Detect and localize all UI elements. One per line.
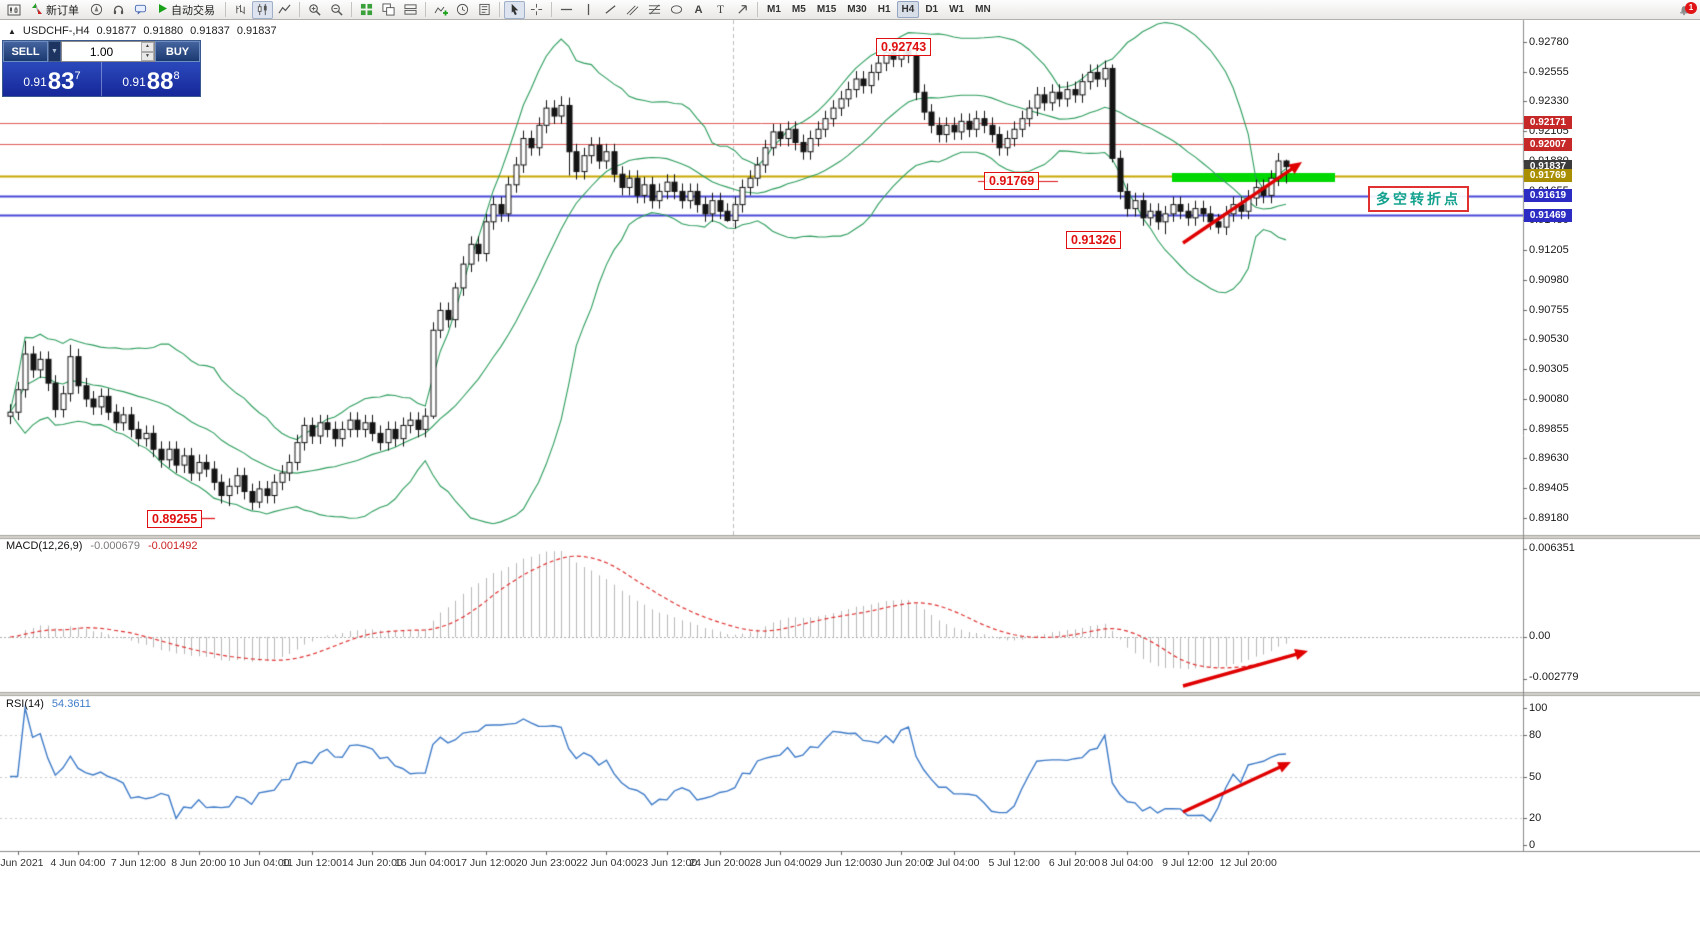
timeframe-button-m5[interactable]: M5 xyxy=(787,1,811,18)
new-order-button[interactable]: 新订单 xyxy=(25,1,85,19)
notifications-button[interactable]: 1 xyxy=(1671,1,1697,19)
rsi-name: RSI(14) xyxy=(6,698,44,710)
channel-tool-button[interactable] xyxy=(622,1,643,19)
toolbar-separator xyxy=(299,2,300,17)
timeframe-button-group: M1 M5 M15 M30 H1 H4 D1 W1 MN xyxy=(762,1,996,18)
cascade-windows-button[interactable] xyxy=(378,1,399,19)
autotrading-button[interactable]: 自动交易 xyxy=(152,1,221,19)
symbol-marker-icon: ▲ xyxy=(8,26,16,36)
new-order-label: 新订单 xyxy=(46,4,79,17)
rsi-value: 54.3611 xyxy=(51,698,91,710)
timeframe-button-h1[interactable]: H1 xyxy=(873,1,896,18)
order-options-caret[interactable]: ▼ xyxy=(48,41,61,62)
volume-stepper: ▲ ▼ xyxy=(61,41,155,62)
fibonacci-tool-button[interactable] xyxy=(644,1,665,19)
buy-price[interactable]: 0.91 88 8 xyxy=(122,68,180,95)
indicators-button[interactable] xyxy=(430,1,451,19)
label-tool-button[interactable]: T xyxy=(710,1,731,19)
sell-button[interactable]: SELL xyxy=(3,41,48,62)
panel-separator[interactable] xyxy=(0,532,1700,540)
bar-chart-type-button[interactable] xyxy=(230,1,251,19)
toolbar-separator xyxy=(551,2,552,17)
arrange-windows-button[interactable] xyxy=(400,1,421,19)
line-chart-type-button[interactable] xyxy=(274,1,295,19)
chat-icon-button[interactable] xyxy=(130,1,151,19)
new-order-icon xyxy=(31,2,43,18)
zoom-out-button[interactable] xyxy=(326,1,347,19)
timeframe-button-m30[interactable]: M30 xyxy=(842,1,871,18)
buy-button[interactable]: BUY xyxy=(155,41,200,62)
templates-button[interactable] xyxy=(474,1,495,19)
timeframe-button-m1[interactable]: M1 xyxy=(762,1,786,18)
macd-signal-value: -0.001492 xyxy=(147,540,198,552)
volume-input[interactable] xyxy=(62,42,141,61)
notification-badge: 1 xyxy=(1685,1,1697,14)
gold-level-annotation[interactable]: 0.91769 xyxy=(984,172,1040,190)
timeframe-button-mn[interactable]: MN xyxy=(970,1,996,18)
timeframe-button-h4[interactable]: H4 xyxy=(896,1,920,18)
macd-name: MACD(12,26,9) xyxy=(6,540,83,552)
horizontal-line-tool-button[interactable] xyxy=(556,1,577,19)
text-tool-button[interactable]: A xyxy=(688,1,709,19)
rsi-indicator-label: RSI(14) 54.3611 xyxy=(6,698,91,710)
new-chart-button[interactable] xyxy=(3,1,24,19)
compass-icon-button[interactable] xyxy=(86,1,107,19)
toolbar-separator xyxy=(351,2,352,17)
svg-text:T: T xyxy=(717,4,724,16)
zoom-in-button[interactable] xyxy=(304,1,325,19)
timeframe-button-w1[interactable]: W1 xyxy=(944,1,969,18)
ohlc-high: 0.91880 xyxy=(143,25,184,37)
periods-button[interactable] xyxy=(452,1,473,19)
volume-spin-buttons: ▲ ▼ xyxy=(141,42,154,61)
ohlc-close: 0.91837 xyxy=(236,25,277,37)
ohlc-open: 0.91877 xyxy=(96,25,137,37)
toolbar-separator xyxy=(499,2,500,17)
crosshair-tool-button[interactable] xyxy=(526,1,547,19)
timeframe-button-d1[interactable]: D1 xyxy=(920,1,943,18)
cursor-tool-button[interactable] xyxy=(504,0,525,19)
panel-separator[interactable] xyxy=(0,689,1700,697)
shapes-tool-button[interactable] xyxy=(666,1,687,19)
symbol-ohlc-line: ▲ USDCHF-,H4 0.91877 0.91880 0.91837 0.9… xyxy=(8,25,277,37)
vertical-line-tool-button[interactable] xyxy=(578,1,599,19)
macd-indicator-label: MACD(12,26,9) -0.000679 -0.001492 xyxy=(6,540,198,552)
turning-point-annotation[interactable]: 多空转折点 xyxy=(1368,186,1469,212)
volume-up-button[interactable]: ▲ xyxy=(141,42,154,52)
macd-value: -0.000679 xyxy=(90,540,140,552)
peak-price-annotation[interactable]: 0.92743 xyxy=(876,38,932,56)
sell-price[interactable]: 0.91 83 7 xyxy=(3,62,102,96)
toolbar-separator xyxy=(425,2,426,17)
swing-low-annotation[interactable]: 0.91326 xyxy=(1066,231,1122,249)
main-toolbar: 新订单 自动交易 xyxy=(0,0,1700,20)
ohlc-low: 0.91837 xyxy=(190,25,230,37)
candlestick-chart-type-button[interactable] xyxy=(252,0,273,19)
tile-windows-button[interactable] xyxy=(356,1,377,19)
toolbar-separator xyxy=(225,2,226,17)
symbol-name: USDCHF-,H4 xyxy=(22,25,90,37)
one-click-trading-panel: SELL ▼ ▲ ▼ BUY 0.91 83 7 0.91 88 8 xyxy=(2,40,201,97)
autotrading-label: 自动交易 xyxy=(171,4,215,17)
headset-icon-button[interactable] xyxy=(108,1,129,19)
major-low-annotation[interactable]: 0.89255 xyxy=(147,510,203,528)
svg-text:A: A xyxy=(694,4,702,16)
arrows-tool-button[interactable] xyxy=(732,1,753,19)
trendline-tool-button[interactable] xyxy=(600,1,621,19)
toolbar-separator xyxy=(757,2,758,17)
timeframe-button-m15[interactable]: M15 xyxy=(812,1,841,18)
volume-down-button[interactable]: ▼ xyxy=(141,51,154,61)
autotrading-play-icon xyxy=(158,3,168,17)
